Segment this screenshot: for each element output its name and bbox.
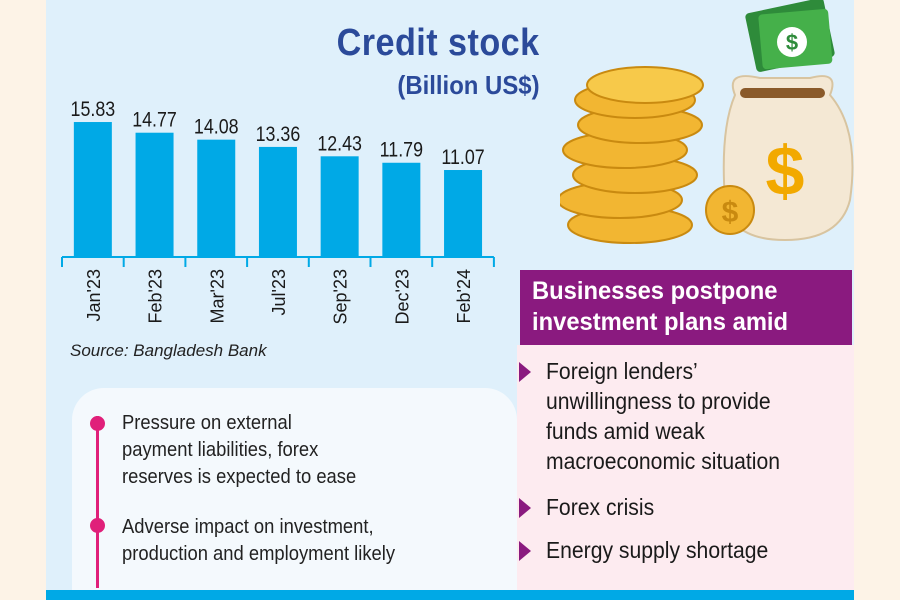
bar [320,156,359,257]
x-tick-label: Sep'23 [331,269,351,325]
note-line: production and employment likely [122,543,396,565]
notes-box: Pressure on external payment liabilities… [72,388,517,590]
x-tick-label: Jan'23 [84,269,104,321]
bar [197,139,236,257]
data-label: 13.36 [256,123,301,147]
bottom-bar [46,590,854,600]
x-tick-label: Feb'24 [454,269,474,323]
svg-text:$: $ [766,132,805,210]
note-item: Adverse impact on investment, production… [122,514,395,568]
triangle-bullet-icon [519,498,531,518]
reason-line: macroeconomic situation [546,448,781,474]
data-label: 15.83 [71,98,116,122]
chart-source: Source: Bangladesh Bank [70,341,267,360]
note-line: Adverse impact on investment, [122,516,374,538]
x-tick-label: Feb'23 [146,269,166,323]
note-item: Pressure on external payment liabilities… [122,410,356,491]
bar [135,132,174,257]
timeline-line [96,416,99,588]
reason-line: Foreign lenders’ [546,358,698,384]
bar [382,162,421,257]
note-line: payment liabilities, forex [122,439,319,461]
x-tick-label: Mar'23 [207,269,227,323]
data-label: 11.79 [380,138,423,162]
data-label: 12.43 [317,132,362,156]
bar [258,146,297,257]
reason-item: Energy supply shortage [546,537,769,563]
bullet-dot-icon [90,518,105,533]
reason-item: Foreign lenders’ unwillingness to provid… [546,356,780,476]
reason-item: Forex crisis [546,494,655,520]
reasons-box [517,345,854,590]
bar-chart: 15.83 Jan'23 14.77 Feb'23 14.08 Mar'23 13.36 Ju… [61,98,495,325]
x-tick-label: Jul'23 [269,269,289,315]
dollar-coin-icon: $ [705,185,755,235]
data-label: 11.07 [441,146,484,170]
money-illustration: $ $ $ [560,0,854,244]
reason-line: unwillingness to provide [546,388,771,414]
note-line: Pressure on external [122,412,292,434]
svg-text:$: $ [722,196,739,229]
coin-stack-icon [560,66,704,244]
money-bag-icon: $ [722,75,854,242]
triangle-bullet-icon [519,362,531,382]
x-tick-label: Dec'23 [392,269,412,324]
bar [444,170,483,257]
note-line: reserves is expected to ease [122,466,357,488]
cash-notes-icon: $ [745,0,835,72]
svg-text:$: $ [786,30,798,55]
bullet-dot-icon [90,416,105,431]
header-line: Businesses postpone [532,277,778,305]
reason-line: funds amid weak [546,418,705,444]
data-label: 14.77 [132,108,177,132]
data-label: 14.08 [194,115,239,139]
chart-title: Credit stock [336,22,540,64]
triangle-bullet-icon [519,541,531,561]
chart-subtitle: (Billion US$) [397,70,540,100]
header-line: investment plans amid [532,308,789,336]
reasons-header: Businesses postpone investment plans ami… [520,270,852,345]
bar [73,122,112,257]
